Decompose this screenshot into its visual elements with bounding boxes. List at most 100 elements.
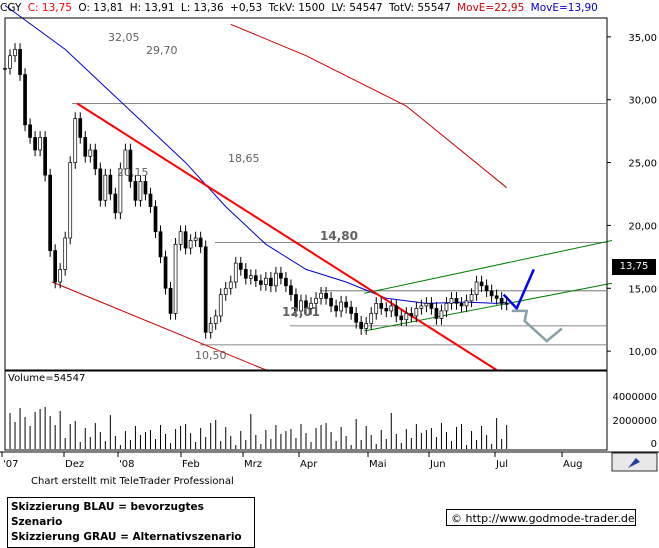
price-candle xyxy=(299,300,303,312)
price-frame xyxy=(4,17,608,371)
moving-average-long: MovE=22,95 xyxy=(457,2,525,14)
price-candle xyxy=(404,313,409,321)
price-candle xyxy=(198,237,203,248)
y-tick-label: 20,00 xyxy=(628,221,657,232)
moving-average-short-line xyxy=(4,4,507,304)
price-candle xyxy=(414,308,419,317)
price-candle xyxy=(369,313,374,324)
price-candle xyxy=(434,308,439,319)
price-candle xyxy=(289,285,293,295)
price-candle xyxy=(494,295,499,299)
price-candle xyxy=(113,193,118,214)
price-candle xyxy=(183,231,188,249)
price-candle xyxy=(349,306,353,314)
y-tick-label: 35,00 xyxy=(628,33,657,44)
x-tick-label: Aug xyxy=(563,459,583,470)
price-candle xyxy=(218,294,223,317)
price-candle xyxy=(454,297,459,304)
open-value: O: 13,81 xyxy=(78,2,124,14)
level-annotation: 29,70 xyxy=(146,44,178,57)
volume-tick-label: 4000000 xyxy=(612,392,657,403)
y-tick-label: 30,00 xyxy=(628,96,657,107)
price-candle xyxy=(28,124,32,138)
price-candle xyxy=(208,323,213,333)
up-channel-lower-line xyxy=(364,282,613,332)
price-candle xyxy=(18,49,22,75)
price-candle xyxy=(389,305,394,312)
volume-tick-label: 0 xyxy=(651,439,657,450)
price-candle xyxy=(103,174,108,201)
price-candle xyxy=(339,301,343,312)
price-candle xyxy=(444,303,449,312)
x-tick-label: '07 xyxy=(3,459,18,470)
price-candle xyxy=(279,272,283,279)
x-tick-label: '08 xyxy=(119,459,134,470)
price-candle xyxy=(58,269,63,283)
volume-frame xyxy=(4,370,608,451)
axes: 35,00 30,00 25,00 20,00 15,00 10,00 4000000 200… xyxy=(0,17,659,472)
x-tick-label: Dez xyxy=(65,459,84,470)
x-tick-label: Mai xyxy=(369,459,387,470)
price-candle xyxy=(394,305,399,317)
price-candle xyxy=(354,313,359,323)
x-tick-label: Mrz xyxy=(244,459,262,470)
price-candle xyxy=(8,55,12,69)
scenario-grey-line xyxy=(511,309,563,343)
lv-value: LV: 54547 xyxy=(331,2,383,14)
price-candle xyxy=(409,313,414,317)
price-candle xyxy=(274,272,278,287)
high-value: H: 13,91 xyxy=(129,2,175,14)
price-candle xyxy=(68,162,73,239)
price-candle xyxy=(334,305,338,312)
indicator-lines xyxy=(4,4,613,371)
price-candle xyxy=(399,315,404,321)
price-candle xyxy=(13,49,17,57)
price-candle xyxy=(158,231,163,258)
low-value: L: 13,36 xyxy=(180,2,224,14)
chart-credit: Chart erstellt mit TeleTrader Profession… xyxy=(31,476,234,487)
price-candle xyxy=(83,137,88,157)
source-link[interactable]: © http://www.godmode-trader.de xyxy=(446,509,636,526)
price-candle xyxy=(504,303,509,305)
price-candle xyxy=(223,287,228,295)
price-candle xyxy=(203,246,208,333)
price-candle xyxy=(138,181,143,201)
legend-blue: Skizzierung BLAU = bevorzugtes Szenario xyxy=(11,501,204,528)
price-candle xyxy=(153,206,158,233)
down-channel-lower-line xyxy=(52,281,267,371)
price-candle xyxy=(178,231,183,245)
x-tick-label: Feb xyxy=(182,459,200,470)
price-candle xyxy=(449,297,454,304)
quote-header: CGY C: 13,75 O: 13,81 H: 13,91 L: 13,36 … xyxy=(0,0,601,16)
price-candle xyxy=(464,300,469,307)
volume-bars xyxy=(4,407,508,449)
price-series xyxy=(3,43,509,339)
price-candle xyxy=(163,256,168,289)
annotations: 32,05 29,70 20,15 18,65 14,80 12,01 10,50 xyxy=(108,31,358,362)
y-tick-label: 15,00 xyxy=(628,284,657,295)
price-candle xyxy=(329,297,333,307)
close-value: C: 13,75 xyxy=(27,2,72,14)
price-candle xyxy=(469,294,474,302)
price-candle xyxy=(259,280,263,285)
price-candle xyxy=(193,237,198,241)
level-annotation: 20,15 xyxy=(117,166,149,179)
price-candle xyxy=(98,168,103,201)
price-candle xyxy=(123,149,128,170)
price-candle xyxy=(253,275,258,282)
price-candle xyxy=(118,168,123,214)
symbol: CGY xyxy=(0,2,22,14)
price-candle xyxy=(309,303,313,309)
price-candle xyxy=(93,149,98,170)
price-candle xyxy=(238,262,243,270)
price-candle xyxy=(499,297,504,304)
price-candle xyxy=(304,300,308,309)
downtrend-line xyxy=(76,102,498,371)
price-candle xyxy=(188,240,193,249)
price-candle xyxy=(23,74,27,126)
price-candle xyxy=(384,308,389,312)
price-candle xyxy=(489,290,494,297)
price-candle xyxy=(319,292,323,299)
up-channel-upper-line xyxy=(364,240,613,294)
level-annotation: 10,50 xyxy=(195,349,227,362)
